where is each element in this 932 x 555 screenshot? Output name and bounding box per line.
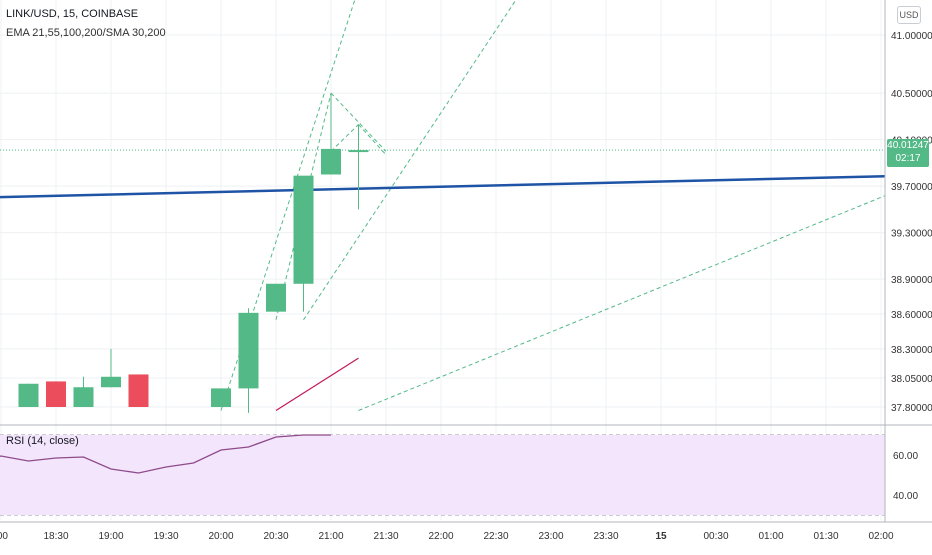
rsi-band [0,435,885,515]
rsi-tick-label: 40.00 [893,491,918,502]
time-tick-label: 01:30 [813,531,838,542]
rsi-label[interactable]: RSI (14, close) [6,435,79,447]
price-tick-label: 38.60000 [891,310,932,321]
candles [18,93,369,413]
rsi-line-group [0,434,331,474]
time-tick-label: 18:30 [43,531,68,542]
candle-body [238,312,259,389]
candle-body [266,283,286,312]
trend-line [358,195,885,411]
time-tick-label: 23:00 [538,531,563,542]
candle-body [348,150,369,153]
time-tick-label: 15 [655,531,667,542]
moving-average-line [0,174,885,199]
trend-line [275,93,332,320]
candle-body [73,387,94,407]
time-tick-label: 20:30 [263,531,288,542]
candle-body [46,381,66,407]
candle-body [321,148,341,175]
axes: 41.0000040.5000040.1000039.7000039.30000… [0,0,932,542]
time-tick-label: 00:30 [703,531,728,542]
ema-line [275,357,359,411]
price-tick-label: 41.00000 [891,31,932,42]
rsi-line [0,434,331,474]
indicator-legend[interactable]: EMA 21,55,100,200/SMA 30,200 [6,27,166,39]
last-price-value: 40.01247 [887,140,929,151]
time-tick-label: 19:30 [153,531,178,542]
price-tick-label: 40.50000 [891,89,932,100]
time-tick-label: 01:00 [758,531,783,542]
currency-badge[interactable]: USD [897,6,921,24]
trend-line [330,92,387,152]
time-tick-label: 21:00 [318,531,343,542]
symbol-title: LINK/USD, 15, COINBASE [6,8,139,20]
bar-countdown: 02:17 [895,153,921,164]
price-tick-label: 38.30000 [891,345,932,356]
trend-line [303,0,517,321]
price-tick-label: 39.70000 [891,182,932,193]
time-tick-label: 22:30 [483,531,508,542]
trend-line [330,124,359,152]
moving-average-lines [0,174,885,411]
time-tick-label: :00 [0,531,8,542]
price-tick-label: 39.30000 [891,229,932,240]
last-price-tag: 40.01247 02:17 [887,139,929,167]
time-tick-label: 21:30 [373,531,398,542]
time-tick-label: 19:00 [98,531,123,542]
time-tick-label: 02:00 [868,531,893,542]
price-tick-label: 38.90000 [891,275,932,286]
candle-body [211,388,231,407]
rsi-tick-label: 60.00 [893,451,918,462]
time-tick-label: 22:00 [428,531,453,542]
candle-body [101,376,121,388]
time-tick-label: 20:00 [208,531,233,542]
candle-body [293,175,314,284]
price-tick-label: 37.80000 [891,403,932,414]
price-tick-label: 38.05000 [891,374,932,385]
candle-body [18,383,39,407]
candle-body [128,374,149,407]
time-tick-label: 23:30 [593,531,618,542]
